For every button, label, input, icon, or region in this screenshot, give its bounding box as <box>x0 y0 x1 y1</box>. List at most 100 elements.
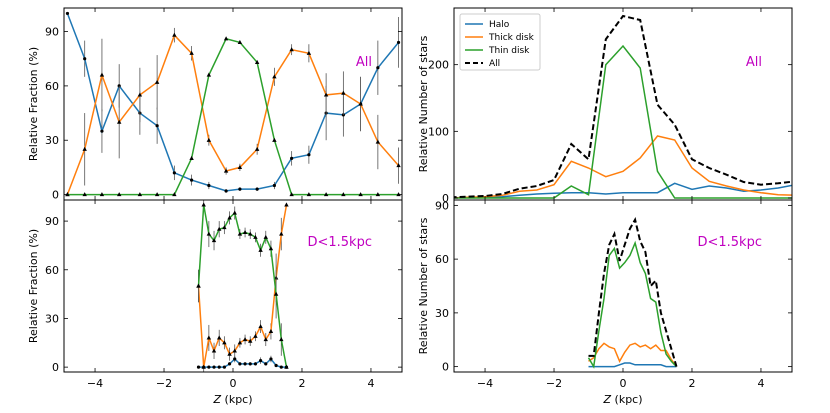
point <box>232 348 237 353</box>
panel-tl: 0 30 60 90 Relative Fraction (%) All <box>27 7 403 202</box>
panel-bl: −4 −2 0 2 4 0 30 60 90 Relative Fraction (%) Z (kp… <box>27 199 403 406</box>
point <box>396 192 401 197</box>
point <box>82 192 87 197</box>
point <box>207 183 211 188</box>
point <box>211 348 217 353</box>
point <box>258 324 263 329</box>
plot-area <box>196 200 289 372</box>
x-tick-label: −2 <box>546 377 562 390</box>
point <box>116 119 122 124</box>
line-thin <box>67 37 399 196</box>
axes-frame <box>63 7 403 201</box>
y-tick-label: 0 <box>52 189 59 202</box>
point <box>279 365 283 369</box>
legend: Halo Thick disk Thin disk All <box>459 13 541 71</box>
y-tick-label: 0 <box>52 361 59 374</box>
panel-br: −4 −2 0 2 4 0 30 60 90 Relative Number of stars Z … <box>417 199 793 406</box>
y-tick-label: 0 <box>442 361 449 374</box>
series-thick <box>588 342 678 368</box>
line-all <box>588 217 678 367</box>
series-thick <box>65 27 401 197</box>
x-tick-label: −4 <box>87 377 103 390</box>
y-tick-label: 60 <box>435 253 449 266</box>
line-thick <box>66 33 400 195</box>
plot-area <box>65 11 401 197</box>
point <box>358 192 363 197</box>
point <box>83 57 87 61</box>
point <box>189 155 194 160</box>
x-axis-label: Z (kpc) <box>212 393 252 406</box>
y-tick-label: 60 <box>45 264 59 277</box>
point <box>279 337 284 342</box>
point <box>269 357 273 361</box>
y-tick-label: 30 <box>45 312 59 325</box>
point <box>232 210 237 215</box>
point <box>137 192 143 197</box>
x-tick-label: −2 <box>156 377 172 390</box>
point <box>248 231 253 236</box>
x-tick-label: 2 <box>298 377 305 390</box>
point <box>201 364 206 369</box>
line-thick <box>588 342 678 368</box>
point <box>242 337 248 342</box>
point <box>242 229 248 235</box>
y-tick-label: 30 <box>45 134 59 147</box>
point <box>211 238 217 243</box>
series-all <box>588 217 678 367</box>
point <box>254 59 260 64</box>
x-tick-label: 2 <box>688 377 695 390</box>
point <box>190 178 194 182</box>
point <box>237 39 243 45</box>
y-tick-label: 0 <box>442 192 449 205</box>
point <box>307 153 311 157</box>
y-tick-label: 90 <box>45 215 59 228</box>
point <box>222 340 227 345</box>
line-all <box>454 14 792 199</box>
point <box>172 192 177 197</box>
y-tick-label: 90 <box>435 199 449 212</box>
point <box>375 192 381 197</box>
x-tick-label: −4 <box>477 377 493 390</box>
series-thin <box>196 200 289 369</box>
point <box>254 146 260 151</box>
point <box>233 357 237 361</box>
point <box>227 362 232 366</box>
point <box>217 335 222 340</box>
point <box>196 283 201 288</box>
line-halo <box>454 182 792 199</box>
point <box>306 50 312 55</box>
point <box>212 365 216 369</box>
point <box>289 47 294 52</box>
y-axis-label: Relative Fraction (%) <box>27 229 40 343</box>
point <box>358 101 363 106</box>
point <box>268 328 274 334</box>
point <box>206 137 212 142</box>
line-halo <box>66 13 400 192</box>
point <box>201 202 206 207</box>
point <box>206 72 212 77</box>
point <box>100 129 104 133</box>
line-thin <box>587 240 678 369</box>
point <box>290 156 294 160</box>
point <box>238 362 242 366</box>
point <box>154 79 160 84</box>
point <box>206 335 212 340</box>
line-thin <box>197 204 288 368</box>
series-thick <box>454 135 792 199</box>
point <box>237 164 243 169</box>
point <box>237 340 243 345</box>
point <box>65 192 70 197</box>
y-axis-label: Relative Fraction (%) <box>27 47 40 161</box>
point <box>284 364 289 369</box>
point <box>217 226 222 231</box>
line-thin <box>454 44 792 199</box>
point <box>273 291 279 296</box>
legend-label-thick: Thick disk <box>488 33 535 43</box>
panel-label: D<1.5kpc <box>697 235 762 250</box>
point <box>155 124 159 128</box>
point <box>223 36 229 41</box>
series-all <box>454 14 792 199</box>
point <box>223 168 229 173</box>
line-thick <box>454 135 792 199</box>
